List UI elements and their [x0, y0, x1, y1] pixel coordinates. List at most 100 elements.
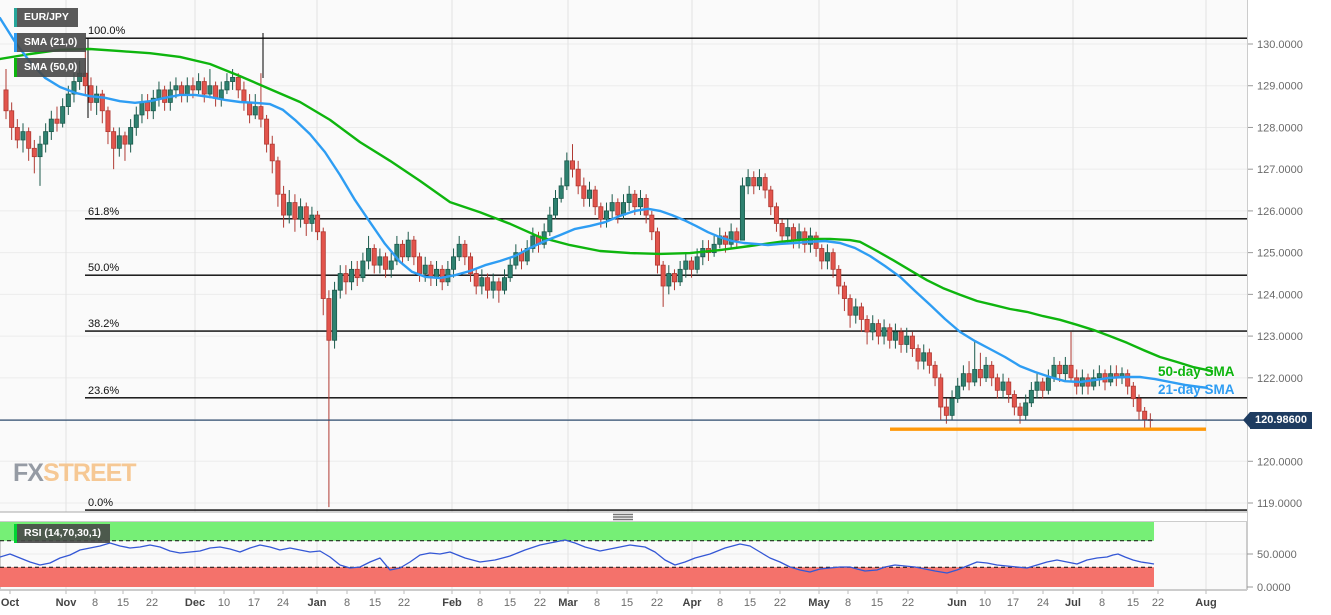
candle[interactable]	[677, 260, 683, 287]
candle[interactable]	[558, 177, 564, 203]
sma21-indicator-badge[interactable]: SMA (21,0)	[14, 33, 87, 52]
candle[interactable]	[688, 256, 694, 278]
candle[interactable]	[654, 227, 660, 274]
candle[interactable]	[354, 260, 360, 287]
candle[interactable]	[1011, 390, 1017, 416]
candle[interactable]	[734, 227, 740, 249]
candle[interactable]	[456, 235, 462, 261]
candle[interactable]	[1136, 394, 1142, 420]
candle[interactable]	[490, 273, 496, 299]
candle[interactable]	[666, 265, 672, 295]
candle[interactable]	[615, 198, 621, 224]
candle[interactable]	[309, 206, 315, 232]
candle[interactable]	[394, 235, 400, 266]
candle[interactable]	[1006, 377, 1012, 403]
candle[interactable]	[337, 265, 343, 299]
candle[interactable]	[989, 361, 995, 387]
candle[interactable]	[366, 235, 372, 270]
candle[interactable]	[133, 106, 139, 136]
candle[interactable]	[660, 260, 666, 307]
candle[interactable]	[9, 102, 15, 140]
candle[interactable]	[37, 135, 43, 186]
candle[interactable]	[60, 98, 66, 128]
candle[interactable]	[586, 181, 592, 207]
candle[interactable]	[1068, 331, 1074, 382]
candle[interactable]	[507, 256, 513, 282]
candle[interactable]	[847, 294, 853, 328]
candle[interactable]	[99, 89, 105, 124]
candle[interactable]	[1130, 381, 1136, 408]
sma21-line[interactable]	[0, 16, 1209, 389]
candle[interactable]	[728, 223, 734, 249]
rsi-line[interactable]	[0, 539, 1155, 574]
candle[interactable]	[1045, 369, 1051, 395]
candle[interactable]	[383, 252, 389, 278]
candle[interactable]	[864, 315, 870, 345]
candle[interactable]	[54, 106, 60, 132]
candle[interactable]	[779, 219, 785, 245]
candle[interactable]	[1000, 373, 1006, 399]
candle[interactable]	[819, 244, 825, 270]
candle[interactable]	[887, 323, 893, 349]
candle[interactable]	[932, 361, 938, 387]
candle[interactable]	[111, 127, 117, 170]
candle[interactable]	[649, 210, 655, 241]
candle[interactable]	[1023, 394, 1029, 420]
candle[interactable]	[762, 173, 768, 199]
candle[interactable]	[547, 206, 553, 236]
candle[interactable]	[949, 390, 955, 420]
candle[interactable]	[966, 361, 972, 391]
candle[interactable]	[252, 94, 258, 120]
candle[interactable]	[473, 269, 479, 295]
candle[interactable]	[881, 319, 887, 345]
candle[interactable]	[570, 144, 576, 178]
candle[interactable]	[332, 281, 338, 349]
candle[interactable]	[405, 231, 411, 261]
candle[interactable]	[485, 273, 491, 299]
candle[interactable]	[1125, 369, 1131, 395]
candle[interactable]	[116, 127, 122, 157]
candle[interactable]	[343, 265, 349, 295]
candle[interactable]	[836, 265, 842, 295]
candle[interactable]	[870, 315, 876, 341]
main-plot-area[interactable]	[0, 0, 1247, 512]
candle[interactable]	[983, 356, 989, 382]
candle[interactable]	[609, 194, 615, 220]
candle[interactable]	[756, 169, 762, 191]
rsi-indicator-badge[interactable]: RSI (14,70,30,1)	[14, 524, 111, 543]
candle[interactable]	[841, 281, 847, 312]
candle[interactable]	[258, 73, 264, 128]
candle[interactable]	[671, 269, 677, 291]
candle[interactable]	[275, 156, 281, 207]
candle[interactable]	[88, 77, 94, 111]
candle[interactable]	[875, 319, 881, 345]
candle[interactable]	[349, 260, 355, 291]
candle[interactable]	[315, 210, 321, 241]
candle[interactable]	[921, 344, 927, 370]
candle[interactable]	[371, 244, 377, 274]
candle[interactable]	[122, 131, 128, 161]
candle[interactable]	[972, 340, 978, 387]
candle[interactable]	[751, 171, 757, 195]
candle[interactable]	[377, 248, 383, 274]
candle[interactable]	[400, 240, 406, 266]
candle[interactable]	[904, 327, 910, 353]
candle[interactable]	[581, 177, 587, 207]
candle[interactable]	[960, 365, 966, 391]
candle[interactable]	[48, 110, 54, 140]
candle[interactable]	[909, 331, 915, 357]
candle[interactable]	[388, 252, 394, 278]
candle[interactable]	[150, 89, 156, 120]
candle[interactable]	[71, 73, 77, 103]
candle[interactable]	[303, 202, 309, 236]
candle[interactable]	[298, 198, 304, 228]
candle[interactable]	[281, 185, 287, 228]
candle[interactable]	[711, 235, 717, 257]
candle[interactable]	[3, 69, 9, 120]
candle[interactable]	[201, 77, 207, 103]
candle[interactable]	[411, 235, 417, 266]
candle[interactable]	[553, 190, 559, 220]
candle[interactable]	[739, 177, 745, 241]
candle[interactable]	[773, 202, 779, 232]
